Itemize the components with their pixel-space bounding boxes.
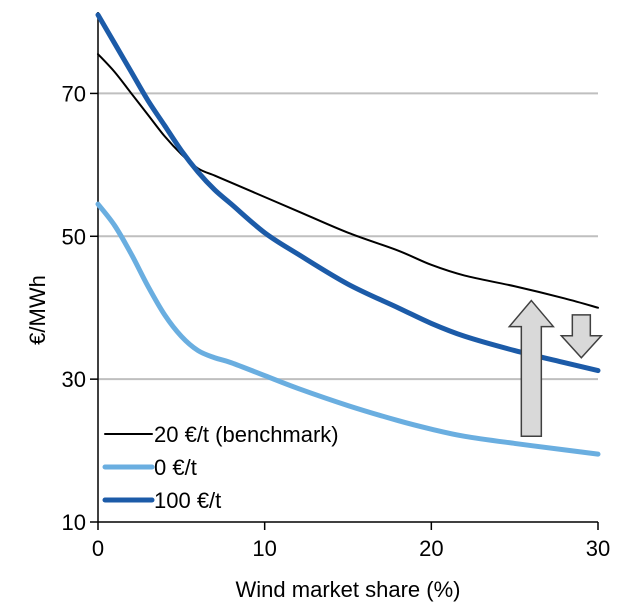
x-axis-title: Wind market share (%) xyxy=(236,577,461,602)
annotation-arrows xyxy=(507,299,604,438)
grid-lines xyxy=(98,92,598,381)
x-tick-label: 10 xyxy=(252,536,276,561)
x-tick-label: 20 xyxy=(419,536,443,561)
y-tick-label: 30 xyxy=(62,367,86,392)
legend-label-2: 100 €/t xyxy=(154,488,221,513)
series-line-1 xyxy=(95,201,601,457)
y-tick-label: 70 xyxy=(62,81,86,106)
series-line-0 xyxy=(97,53,599,309)
series-line-2 xyxy=(95,12,601,374)
y-tick-label: 50 xyxy=(62,224,86,249)
y-axis-title: €/MWh xyxy=(25,275,50,345)
arrow-up-annotation xyxy=(507,299,555,438)
arrow-down-annotation xyxy=(559,314,604,359)
legend-label-0: 20 €/t (benchmark) xyxy=(154,422,339,447)
x-tick-label: 30 xyxy=(586,536,610,561)
x-tick-label: 0 xyxy=(92,536,104,561)
legend-label-1: 0 €/t xyxy=(154,455,197,480)
series-lines xyxy=(95,12,601,457)
legend: 20 €/t (benchmark) 0 €/t 100 €/t xyxy=(102,422,339,513)
y-tick-label: 10 xyxy=(62,510,86,535)
